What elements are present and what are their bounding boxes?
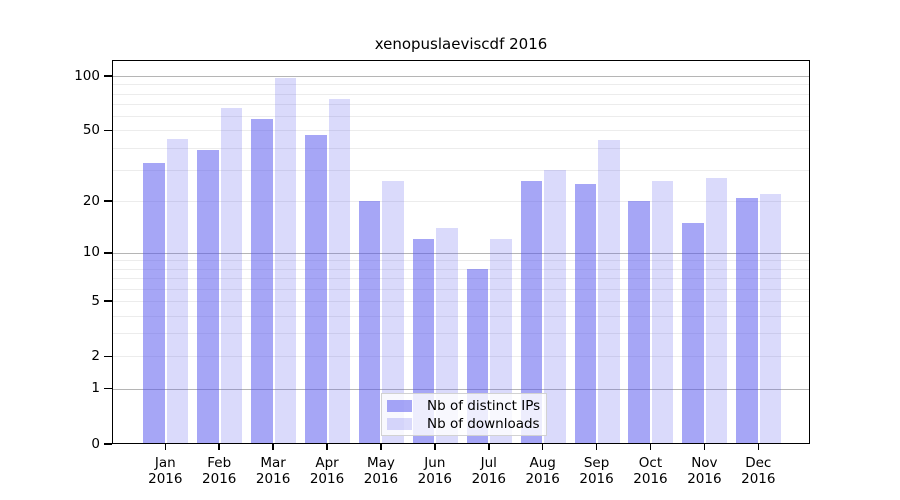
- gridline-3: [112, 333, 810, 335]
- legend-label-distinct-ips: Nb of distinct IPs: [427, 397, 541, 414]
- x-tick-label-jun: Jun 2016: [417, 455, 453, 487]
- x-tick-apr: [326, 444, 328, 450]
- bar-downloads-may: [382, 181, 404, 444]
- bar-downloads-aug: [544, 170, 566, 444]
- x-tick-nov: [703, 444, 706, 450]
- bar-downloads-jun: [436, 228, 458, 444]
- y-tick-2: [104, 355, 112, 358]
- y-tick-label-0: 0: [91, 435, 100, 452]
- bar-ips-dec: [736, 197, 758, 444]
- x-tick-mar: [272, 444, 274, 450]
- gridline-80: [112, 93, 810, 95]
- y-tick-50: [104, 129, 112, 132]
- y-tick-100: [104, 75, 112, 77]
- x-tick-may: [380, 444, 382, 450]
- bar-ips-oct: [628, 201, 650, 444]
- x-tick-label-dec: Dec 2016: [741, 455, 776, 487]
- bar-ips-jan: [143, 162, 165, 444]
- legend-label-downloads: Nb of downloads: [427, 415, 540, 432]
- y-tick-label-1: 1: [91, 380, 100, 397]
- legend-swatch-downloads: [387, 417, 412, 430]
- gridline-6: [112, 288, 810, 290]
- y-tick-label-50: 50: [82, 121, 100, 138]
- gridline-90: [112, 84, 810, 86]
- x-tick-label-feb: Feb 2016: [202, 455, 237, 487]
- x-tick-aug: [541, 444, 544, 450]
- bar-downloads-oct: [651, 181, 674, 444]
- bar-downloads-sep: [598, 140, 620, 444]
- y-tick-10: [104, 252, 112, 254]
- x-tick-label-nov: Nov 2016: [687, 455, 722, 487]
- bar-downloads-jan: [166, 138, 189, 444]
- y-tick-label-10: 10: [82, 244, 100, 261]
- y-tick-20: [104, 200, 112, 202]
- x-tick-label-sep: Sep 2016: [579, 455, 614, 487]
- gridline-20: [112, 201, 810, 203]
- gridline-70: [112, 104, 810, 106]
- gridline-40: [112, 147, 810, 149]
- x-tick-jun: [434, 444, 436, 450]
- x-tick-sep: [595, 444, 598, 450]
- x-tick-dec: [757, 444, 760, 450]
- x-tick-label-may: May 2016: [363, 455, 399, 487]
- legend-item-downloads: Nb of downloads: [387, 415, 546, 432]
- x-tick-jan: [164, 444, 167, 450]
- bar-downloads-dec: [759, 194, 782, 444]
- legend: Nb of distinct IPs Nb of downloads: [381, 393, 547, 436]
- legend-swatch-distinct-ips: [387, 399, 412, 412]
- bar-ips-feb: [197, 149, 219, 444]
- bar-downloads-mar: [274, 77, 297, 444]
- bar-ips-aug: [520, 181, 543, 444]
- x-tick-label-mar: Mar 2016: [255, 455, 291, 487]
- bar-downloads-feb: [220, 107, 243, 444]
- bar-ips-jun: [412, 239, 435, 444]
- gridline-4: [112, 315, 810, 317]
- x-tick-label-aug: Aug 2016: [525, 455, 560, 487]
- bar-ips-mar: [251, 118, 273, 444]
- y-tick-label-20: 20: [82, 192, 100, 209]
- legend-item-distinct-ips: Nb of distinct IPs: [387, 397, 546, 414]
- gridline-5: [112, 301, 810, 303]
- x-tick-label-apr: Apr 2016: [309, 455, 345, 487]
- bar-downloads-apr: [328, 98, 351, 444]
- gridline-1: [112, 388, 810, 390]
- plot-area: Nb of distinct IPs Nb of downloads: [112, 60, 810, 444]
- gridline-10: [112, 252, 810, 254]
- y-tick-label-5: 5: [91, 292, 100, 309]
- bar-ips-apr: [305, 135, 327, 444]
- gridline-7: [112, 278, 810, 280]
- gridline-60: [112, 116, 810, 118]
- chart-title: xenopuslaeviscdf 2016: [374, 35, 548, 53]
- y-tick-label-2: 2: [91, 347, 100, 364]
- gridline-100: [112, 76, 810, 77]
- gridline-2: [112, 356, 810, 358]
- gridline-8: [112, 268, 810, 270]
- x-tick-label-jan: Jan 2016: [148, 455, 183, 487]
- x-tick-jul: [488, 444, 490, 450]
- gridline-50: [112, 130, 810, 132]
- gridline-9: [112, 260, 810, 262]
- y-tick-label-100: 100: [74, 67, 100, 84]
- bar-ips-may: [358, 201, 381, 444]
- gridline-30: [112, 170, 810, 172]
- y-tick-1: [104, 387, 112, 390]
- bar-ips-sep: [574, 184, 597, 444]
- x-tick-oct: [649, 444, 652, 450]
- x-tick-feb: [218, 444, 220, 450]
- bar-ips-nov: [682, 222, 704, 444]
- x-tick-label-jul: Jul 2016: [471, 455, 506, 487]
- bar-downloads-nov: [705, 178, 728, 444]
- y-tick-5: [104, 300, 112, 302]
- y-tick-0: [104, 443, 112, 445]
- bar-downloads-jul: [490, 239, 512, 444]
- x-tick-label-oct: Oct 2016: [633, 455, 668, 487]
